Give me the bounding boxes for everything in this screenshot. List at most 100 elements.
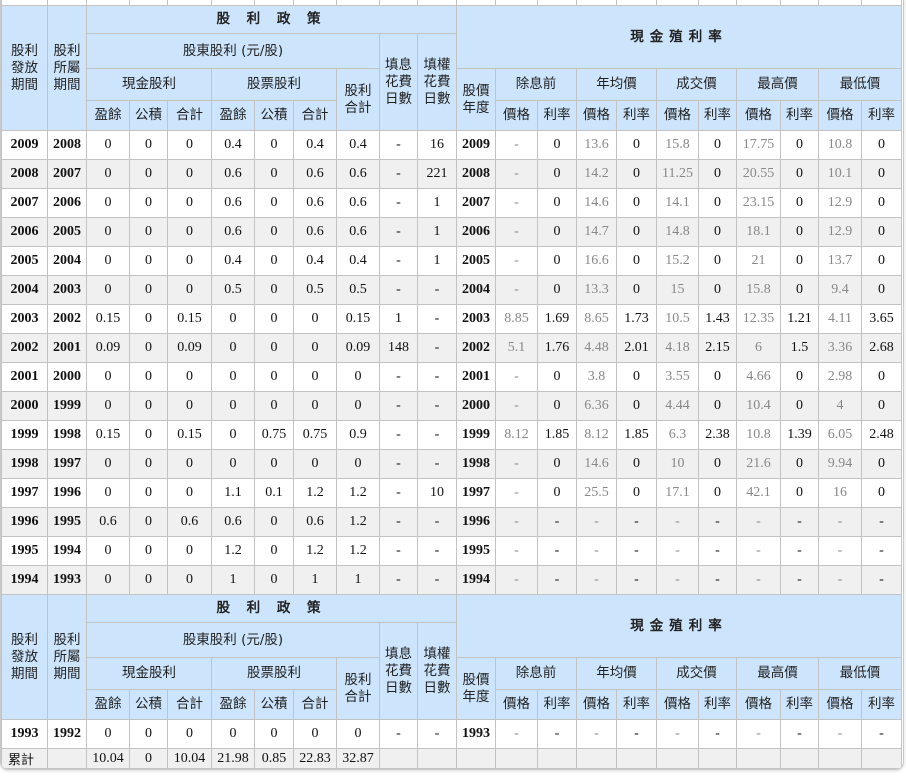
price-cell: 16 xyxy=(818,478,862,508)
price-cell: 6.36 xyxy=(576,391,617,421)
price-cell: 4.48 xyxy=(576,333,617,363)
value-cell: 0 xyxy=(211,304,255,334)
header-row: 股利發放期間 股利所屬期間股 利 政 策現金殖利率 xyxy=(1,594,902,720)
price-header: 價格 xyxy=(818,100,862,131)
rate-cell: 0 xyxy=(537,275,577,305)
price-cell: 14.1 xyxy=(656,188,699,218)
header-row: 股利發放期間 股利所屬期間股 利 政 策現金殖利率 xyxy=(1,5,902,131)
rate-cell: - xyxy=(616,507,657,537)
rate-header: 利率 xyxy=(861,689,902,720)
price-cell: - xyxy=(656,565,699,595)
rate-cell: 0 xyxy=(780,246,819,276)
price-cell: - xyxy=(736,719,781,749)
rate-cell: 0 xyxy=(861,362,902,392)
table-row: 1997 1996 0 0 0 1.1 0.1 1.2 1.2-10 1997-0 25.5 0 17.… xyxy=(1,478,902,508)
rate-cell: 0 xyxy=(616,217,657,247)
value-cell: 0 xyxy=(293,391,337,421)
value-cell: 1.2 xyxy=(293,478,337,508)
value-cell: 221 xyxy=(417,159,457,189)
value-cell: 0.4 xyxy=(211,130,255,160)
empty-cell xyxy=(736,748,781,769)
table-row: 2004 2003 0 0 0 0.5 0 0.5 0.5- -2004-0 13.3 0 15 0 15.… xyxy=(1,275,902,305)
price-header: 價格 xyxy=(736,689,781,720)
value-cell: 0 xyxy=(293,719,337,749)
rate-cell: 3.65 xyxy=(861,304,902,334)
cash-yield-header: 現金殖利率 xyxy=(456,594,902,658)
price-header: 價格 xyxy=(495,100,538,131)
total-value: 0.85 xyxy=(254,748,294,769)
year-cell: 1998 xyxy=(1,449,48,479)
value-cell: 0 xyxy=(293,362,337,392)
year-cell: 1999 xyxy=(1,420,48,450)
table-row: 2008 2007 0 0 0 0.6 0 0.6 0.6-221 2008-0 14.2 0 11.2… xyxy=(1,159,902,189)
value-cell: 0 xyxy=(211,420,255,450)
belong-period-header-text: 股利所屬期間 xyxy=(53,631,81,682)
rate-cell: 0 xyxy=(616,362,657,392)
value-cell: 0.15 xyxy=(167,304,212,334)
value-cell: 0.6 xyxy=(211,188,255,218)
price-cell: 10.8 xyxy=(736,420,781,450)
rate-cell: 0 xyxy=(780,130,819,160)
value-cell: 0.9 xyxy=(336,420,380,450)
total-header: 合計 xyxy=(293,689,337,720)
price-cell: - xyxy=(818,565,862,595)
table-row: 2006 2005 0 0 0 0.6 0 0.6 0.6-1 2006-0 14.7 0 14.8 0 1… xyxy=(1,217,902,247)
price-header: 價格 xyxy=(656,689,699,720)
value-cell: 0.75 xyxy=(254,420,294,450)
reserve-header: 公積 xyxy=(254,100,294,131)
rate-cell: 0 xyxy=(698,130,737,160)
price-cell: - xyxy=(818,507,862,537)
value-cell: 0 xyxy=(254,536,294,566)
value-cell: 1.2 xyxy=(336,507,380,537)
price-cell: 8.85 xyxy=(495,304,538,334)
cash-dividend-header: 現金股利 xyxy=(86,657,212,690)
value-cell: 0.15 xyxy=(167,420,212,450)
table-row: 2009 2008 0 0 0 0.4 0 0.4 0.4-16 2009-0 13.6 0 15.8 0… xyxy=(1,130,902,160)
value-cell: 0 xyxy=(129,333,168,363)
price-cell: 9.4 xyxy=(818,275,862,305)
dividend-policy-header: 股 利 政 策 xyxy=(86,5,457,34)
rate-cell: - xyxy=(537,565,577,595)
price-cell: 4 xyxy=(818,391,862,421)
price-year-header-text: 股價年度 xyxy=(462,82,490,116)
year-cell: 2002 xyxy=(47,304,87,334)
rate-cell: 0 xyxy=(861,478,902,508)
value-cell: 0 xyxy=(129,275,168,305)
rate-header: 利率 xyxy=(780,100,819,131)
issue-period-header-text: 股利發放期間 xyxy=(11,631,38,682)
rate-cell: 0 xyxy=(861,246,902,276)
price-cell: - xyxy=(495,391,538,421)
value-cell: 0.6 xyxy=(293,217,337,247)
rate-cell: 0 xyxy=(616,449,657,479)
price-group-header: 除息前 xyxy=(495,68,577,101)
rate-cell: - xyxy=(698,536,737,566)
value-cell: 0.09 xyxy=(336,333,380,363)
rate-cell: 0 xyxy=(616,275,657,305)
price-group-header: 成交價 xyxy=(656,68,737,101)
price-cell: - xyxy=(576,565,617,595)
total-row: 累計 10.04 0 10.04 21.98 0.85 22.83 32.87 xyxy=(1,748,902,769)
value-cell: 0 xyxy=(129,304,168,334)
price-cell: 12.9 xyxy=(818,217,862,247)
value-cell: 0 xyxy=(254,565,294,595)
value-cell: 0.4 xyxy=(211,246,255,276)
price-cell: - xyxy=(736,565,781,595)
rate-cell: 1.21 xyxy=(780,304,819,334)
rate-cell: 0 xyxy=(780,159,819,189)
rate-cell: 0 xyxy=(616,391,657,421)
price-cell: 42.1 xyxy=(736,478,781,508)
value-cell: 0 xyxy=(254,719,294,749)
year-cell: 2008 xyxy=(456,159,496,189)
year-cell: 1997 xyxy=(47,449,87,479)
rate-cell: 0 xyxy=(780,362,819,392)
year-cell: 2003 xyxy=(47,275,87,305)
value-cell: 0 xyxy=(167,449,212,479)
price-cell: 18.1 xyxy=(736,217,781,247)
year-cell: 2000 xyxy=(1,391,48,421)
value-cell: 0 xyxy=(167,188,212,218)
earnings-header: 盈餘 xyxy=(211,100,255,131)
value-cell: - xyxy=(379,362,418,392)
value-cell: 0.6 xyxy=(211,217,255,247)
reserve-header: 公積 xyxy=(129,100,168,131)
